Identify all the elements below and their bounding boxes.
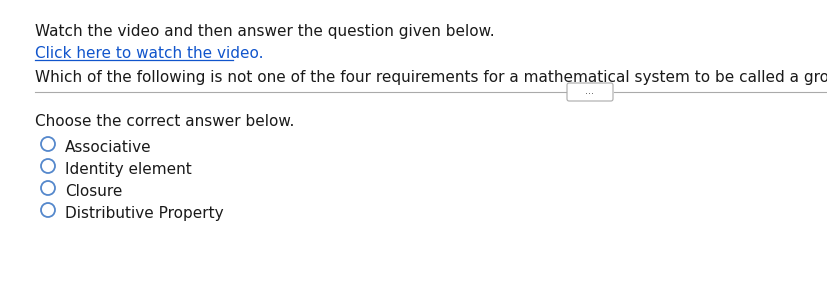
Text: Closure: Closure [65, 184, 122, 199]
Text: Watch the video and then answer the question given below.: Watch the video and then answer the ques… [35, 24, 494, 39]
Text: Click here to watch the video.: Click here to watch the video. [35, 46, 263, 61]
Text: Identity element: Identity element [65, 162, 192, 177]
Text: Which of the following is not one of the four requirements for a mathematical sy: Which of the following is not one of the… [35, 70, 827, 85]
Text: ...: ... [585, 86, 594, 96]
Text: Distributive Property: Distributive Property [65, 206, 223, 221]
Text: Associative: Associative [65, 140, 151, 155]
FancyBboxPatch shape [566, 83, 612, 101]
Text: Choose the correct answer below.: Choose the correct answer below. [35, 114, 294, 129]
